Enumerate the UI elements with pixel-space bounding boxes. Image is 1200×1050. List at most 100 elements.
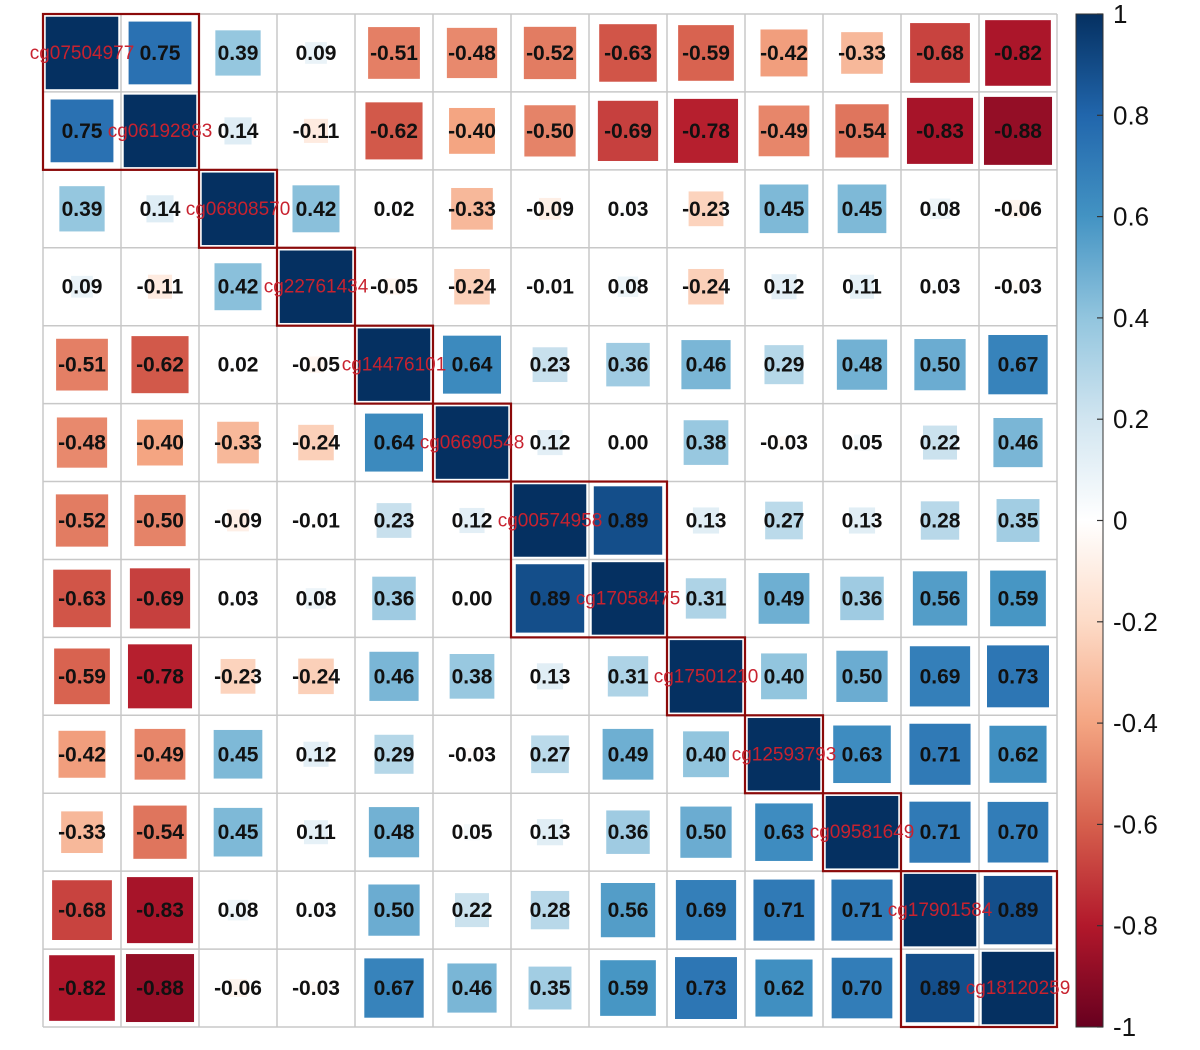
cell-value-7-9: 0.49 (764, 587, 805, 610)
cell-value-4-5: 0.64 (452, 354, 493, 377)
heatmap-cell-1-2 (224, 117, 252, 145)
heatmap-cell-3-5 (454, 268, 490, 305)
colorbar-tick-label: 0.2 (1113, 404, 1149, 434)
heatmap-cell-1-5 (449, 107, 495, 154)
colorbar-tick-label: 0.6 (1113, 202, 1149, 232)
cell-value-5-11: 0.22 (920, 432, 961, 455)
heatmap-cell-12-3 (309, 981, 323, 995)
cell-value-5-10: 0.05 (842, 432, 883, 455)
variable-label-12: cg18120259 (966, 978, 1071, 999)
cluster-rect-3 (353, 324, 435, 405)
heatmap-cell-4-4 (357, 328, 431, 401)
cell-value-5-12: 0.46 (998, 432, 1039, 455)
variable-label-8: cg17501210 (654, 666, 759, 687)
cell-value-10-12: 0.70 (998, 821, 1039, 844)
heatmap-cell-1-1 (123, 94, 197, 168)
heatmap-cell-7-9 (758, 573, 810, 624)
cell-value-11-4: 0.50 (374, 899, 415, 922)
heatmap-cell-12-5 (447, 963, 497, 1013)
cell-value-0-3: 0.09 (296, 42, 337, 65)
cell-value-12-8: 0.73 (686, 977, 727, 1000)
cell-value-8-2: -0.23 (214, 665, 262, 688)
colorbar-tick-label: 1 (1113, 0, 1127, 29)
cell-value-0-8: -0.59 (682, 42, 730, 65)
heatmap-cell-3-3 (279, 250, 353, 323)
heatmap-cell-0-1 (128, 21, 192, 85)
heatmap-cell-9-11 (909, 723, 971, 785)
heatmap-cell-0-9 (760, 29, 808, 77)
heatmap-cell-7-0 (53, 569, 111, 628)
heatmap-cell-1-0 (50, 99, 114, 163)
cell-value-11-3: 0.03 (296, 899, 337, 922)
cell-value-3-12: -0.03 (994, 276, 1042, 299)
heatmap-cell-4-3 (307, 356, 325, 373)
heatmap-cell-0-0 (45, 16, 119, 90)
heatmap-cell-1-12 (983, 96, 1053, 165)
cell-value-6-8: 0.13 (686, 510, 727, 533)
cell-value-4-7: 0.36 (608, 354, 649, 377)
heatmap-cell-7-4 (372, 576, 416, 621)
cell-value-3-0: 0.09 (62, 276, 103, 299)
cell-value-11-1: -0.83 (136, 899, 184, 922)
heatmap-cell-9-6 (531, 735, 569, 774)
cell-value-0-10: -0.33 (838, 42, 886, 65)
cell-value-12-7: 0.59 (608, 977, 649, 1000)
heatmap-cell-8-7 (607, 656, 649, 697)
heatmap-cell-8-1 (127, 644, 193, 709)
heatmap-cell-10-10 (825, 795, 899, 869)
cell-value-3-7: 0.08 (608, 276, 649, 299)
cell-value-11-10: 0.71 (842, 899, 883, 922)
cluster-rect-7 (743, 714, 825, 795)
cell-value-2-3: 0.42 (296, 198, 337, 221)
cell-value-11-12: 0.89 (998, 899, 1039, 922)
cell-value-2-5: -0.33 (448, 198, 496, 221)
cell-value-7-8: 0.31 (686, 587, 727, 610)
cell-value-4-12: 0.67 (998, 354, 1039, 377)
heatmap-cell-10-7 (606, 810, 650, 854)
heatmap-cell-8-5 (449, 654, 495, 699)
heatmap-cell-7-6 (515, 564, 585, 633)
heatmap-cell-1-10 (835, 104, 889, 158)
cell-value-9-2: 0.45 (218, 743, 259, 766)
heatmap-cell-9-4 (374, 734, 414, 774)
variable-label-9: cg12593793 (732, 744, 837, 765)
cell-value-0-7: -0.63 (604, 42, 652, 65)
cell-value-3-11: 0.03 (920, 276, 961, 299)
heatmap-cell-4-7 (606, 342, 650, 387)
variable-label-11: cg17901584 (888, 900, 993, 921)
heatmap-cell-12-2 (229, 979, 247, 997)
heatmap-cell-4-9 (764, 345, 804, 385)
heatmap-cell-2-1 (146, 195, 174, 223)
heatmap-cell-6-1 (134, 494, 186, 547)
cell-value-4-10: 0.48 (842, 354, 883, 377)
heatmap-cell-6-7 (593, 486, 663, 555)
cell-value-10-9: 0.63 (764, 821, 805, 844)
cell-value-1-7: -0.69 (604, 120, 652, 143)
variable-label-3: cg22761434 (264, 277, 369, 298)
heatmap-cell-6-0 (55, 494, 109, 547)
cell-value-1-10: -0.54 (838, 120, 886, 143)
heatmap-cell-2-10 (837, 184, 887, 234)
cell-value-8-5: 0.38 (452, 665, 493, 688)
cell-value-9-5: -0.03 (448, 743, 496, 766)
cell-value-6-5: 0.12 (452, 510, 493, 533)
colorbar-tick-label: -0.2 (1113, 607, 1158, 637)
cluster-rectangles (41, 12, 1059, 1029)
heatmap-cell-12-4 (364, 958, 424, 1018)
heatmap-cell-0-6 (523, 26, 577, 80)
cell-value-12-5: 0.46 (452, 977, 493, 1000)
cell-value-2-11: 0.08 (920, 198, 961, 221)
heatmap-cell-9-1 (134, 728, 186, 780)
heatmap-cell-0-5 (446, 27, 498, 79)
heatmap-cell-6-5 (459, 507, 485, 534)
variable-label-1: cg06192883 (108, 121, 213, 142)
heatmap-cell-2-0 (59, 186, 105, 232)
cell-value-10-4: 0.48 (374, 821, 415, 844)
cell-value-9-6: 0.27 (530, 743, 571, 766)
cell-value-2-1: 0.14 (140, 198, 181, 221)
cell-value-12-9: 0.62 (764, 977, 805, 1000)
heatmap-cell-11-12 (983, 875, 1053, 945)
cell-value-0-11: -0.68 (916, 42, 964, 65)
variable-label-2: cg06808570 (186, 199, 291, 220)
heatmap-cell-2-9 (759, 184, 809, 234)
